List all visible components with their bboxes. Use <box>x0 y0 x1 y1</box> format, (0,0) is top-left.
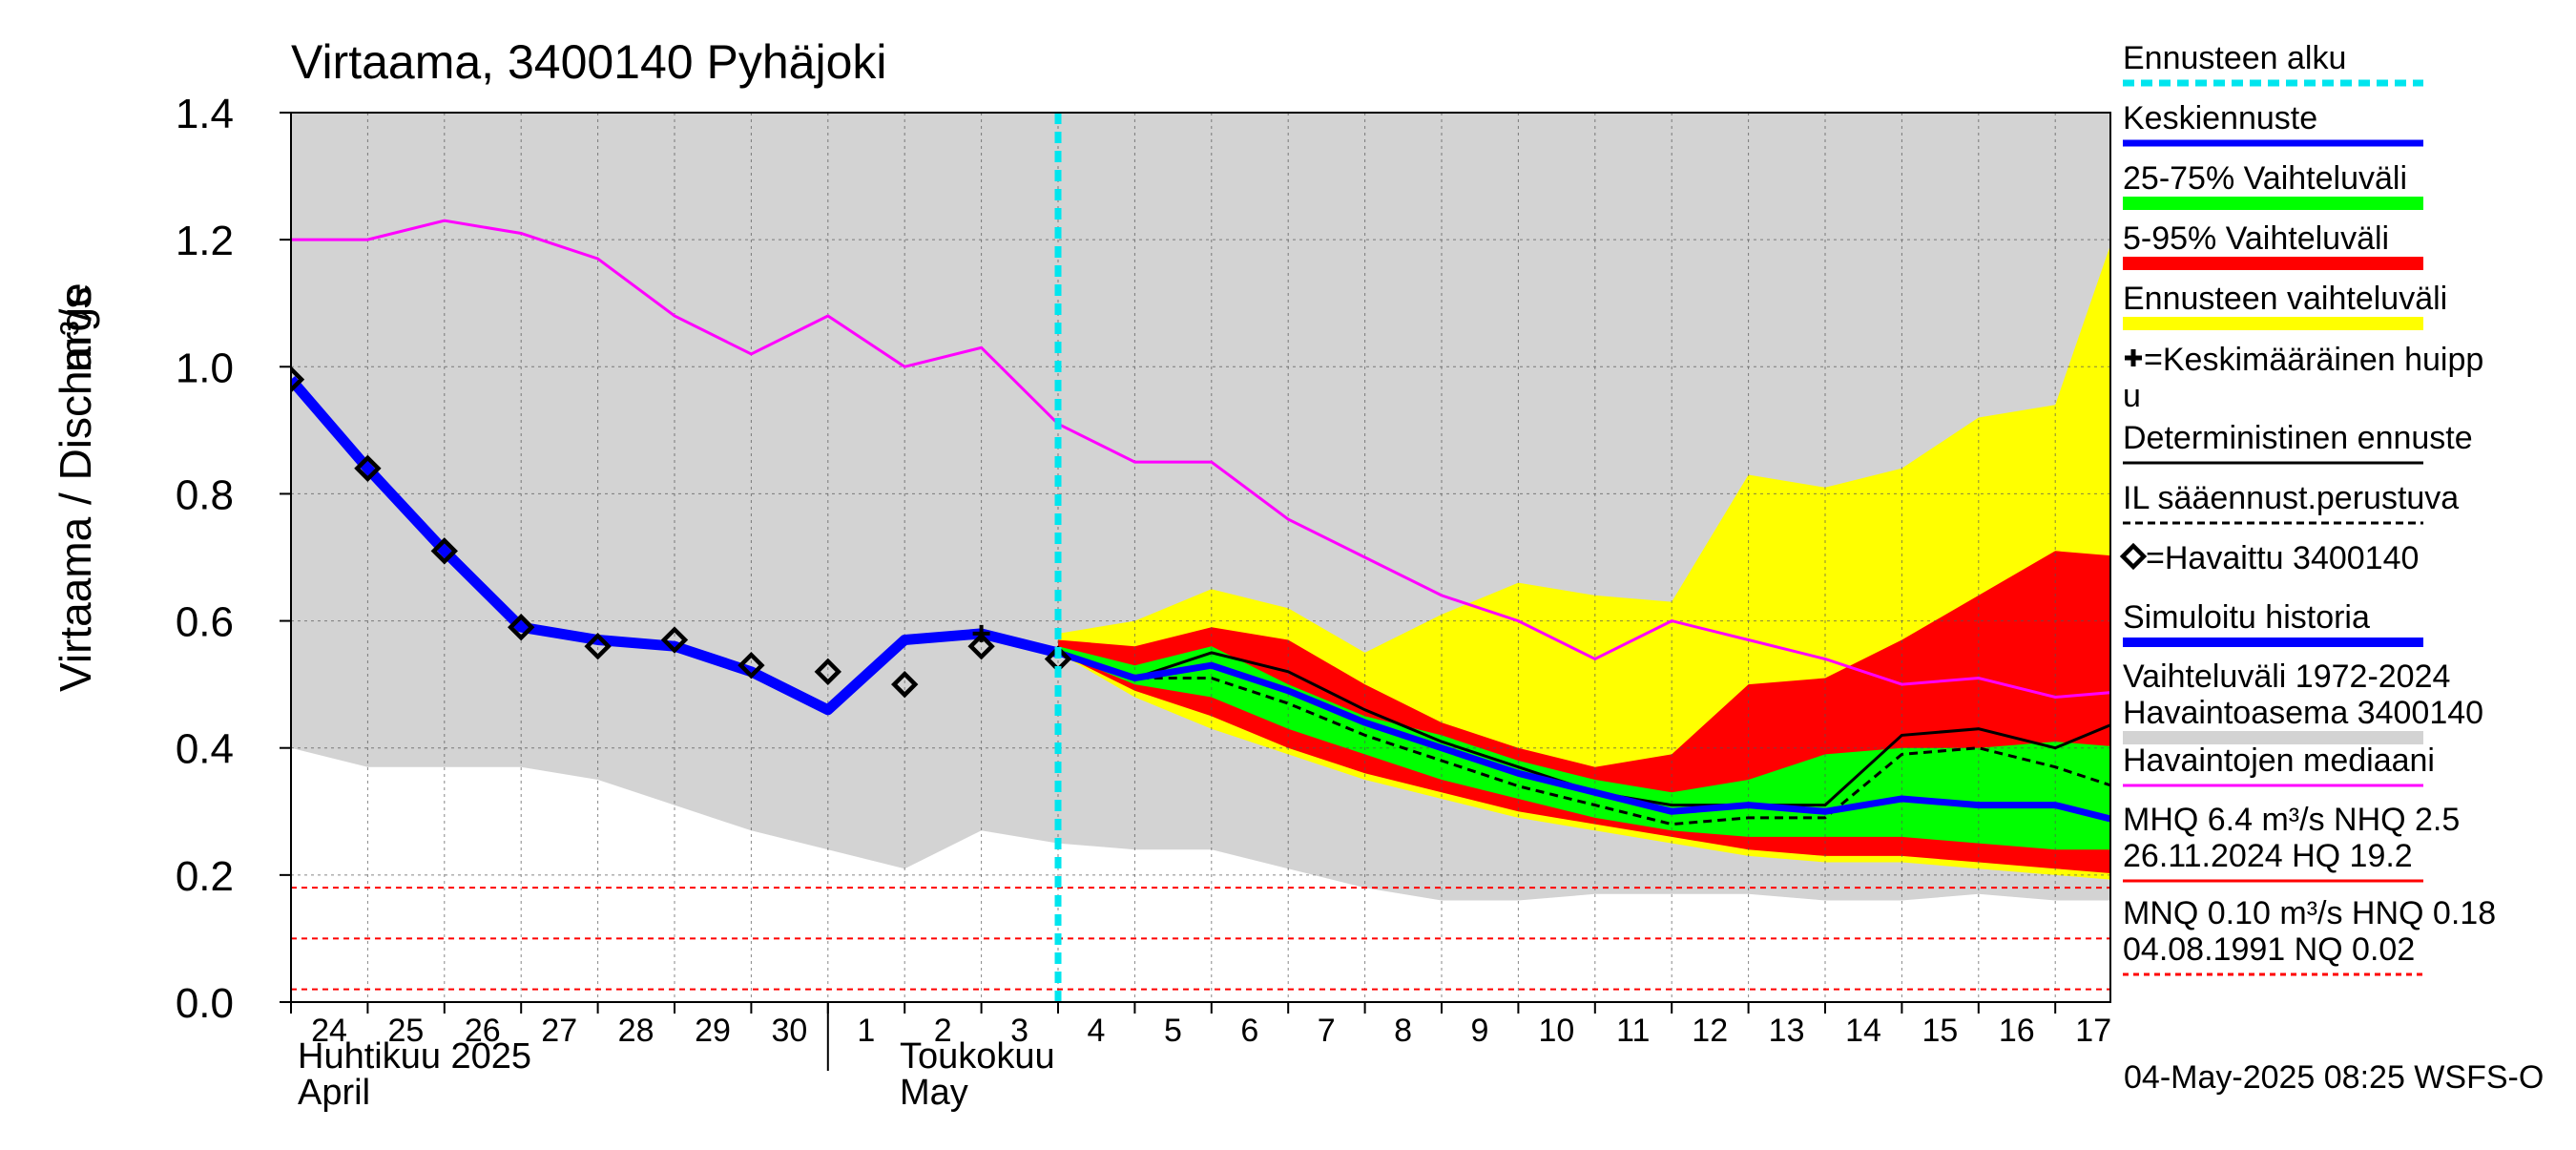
y-tick-label: 1.4 <box>176 91 234 137</box>
x-tick-label: 24 <box>311 1013 347 1049</box>
month-label-en: April <box>298 1073 370 1113</box>
legend-item: MHQ 6.4 m³/s NHQ 2.526.11.2024 HQ 19.2 <box>2123 802 2460 883</box>
x-tick-label: 17 <box>2075 1013 2111 1049</box>
legend-item: Keskiennuste <box>2123 100 2423 147</box>
x-tick-label: 10 <box>1538 1013 1574 1049</box>
plot-series <box>291 113 2110 1002</box>
y-tick-label: 1.0 <box>176 345 234 391</box>
legend-label: MNQ 0.10 m³/s HNQ 0.18 <box>2123 895 2496 931</box>
y-tick-label: 0.6 <box>176 599 234 646</box>
legend-label-line2: u <box>2123 378 2141 414</box>
x-tick-label: 12 <box>1692 1013 1728 1049</box>
legend-item: 25-75% Vaihteluväli <box>2123 160 2423 210</box>
x-tick-label: 25 <box>387 1013 424 1049</box>
observed-point <box>354 454 382 482</box>
legend-label-line2: 26.11.2024 HQ 19.2 <box>2123 838 2413 874</box>
y-tick-label: 0.4 <box>176 726 234 773</box>
legend-item: Simuloitu historia <box>2123 599 2423 647</box>
legend-label: 25-75% Vaihteluväli <box>2123 160 2407 197</box>
legend-label: Keskiennuste <box>2123 100 2317 136</box>
observed-point <box>291 366 305 393</box>
observed-point <box>584 633 612 660</box>
plot-frame <box>290 112 2111 1003</box>
x-tick-label: 14 <box>1845 1013 1881 1049</box>
x-tick-label: 27 <box>541 1013 577 1049</box>
legend-label: Ennusteen vaihteluväli <box>2123 281 2447 317</box>
legend-label: Vaihteluväli 1972-2024 <box>2123 659 2450 695</box>
x-tick-label: 9 <box>1471 1013 1489 1049</box>
y-tick-label: 0.0 <box>176 980 234 1027</box>
timestamp-footer: 04-May-2025 08:25 WSFS-O <box>2124 1059 2544 1096</box>
legend-label: Ennusteen alku <box>2123 40 2346 76</box>
legend-label: MHQ 6.4 m³/s NHQ 2.5 <box>2123 802 2460 838</box>
x-tick-label: 7 <box>1318 1013 1336 1049</box>
legend-item: =Havaittu 3400140 <box>2119 540 2419 576</box>
legend-item: Deterministinen ennuste <box>2123 420 2473 465</box>
month-label-en: May <box>900 1073 968 1113</box>
legend-cross-icon <box>2125 349 2142 366</box>
legend-label-line2: Havaintoasema 3400140 <box>2123 695 2483 731</box>
chart-title: Virtaama, 3400140 Pyhäjoki <box>291 35 887 89</box>
x-tick-label: 30 <box>771 1013 807 1049</box>
x-tick-label: 26 <box>465 1013 501 1049</box>
legend-label: Havaintojen mediaani <box>2123 742 2435 779</box>
mean-forecast-line <box>1056 649 2110 823</box>
legend-label: =Havaittu 3400140 <box>2146 540 2419 576</box>
legend-item: Vaihteluväli 1972-2024 Havaintoasema 340… <box>2123 659 2483 744</box>
plot-area: 0.00.20.40.60.81.01.21.424 25 26 27 28 29 30 1 2… <box>176 91 2111 1113</box>
observed-point <box>967 633 995 660</box>
x-tick-label: 15 <box>1922 1013 1958 1049</box>
legend-label-line2: 04.08.1991 NQ 0.02 <box>2123 931 2415 968</box>
legend-item: Havaintojen mediaani <box>2123 742 2435 787</box>
legend: Ennusteen alku Keskiennuste 25-75% Vaihtel… <box>2119 40 2496 976</box>
y-tick-label: 1.2 <box>176 218 234 264</box>
simulated-history-line <box>291 376 1060 716</box>
observed-point <box>891 670 919 699</box>
month-label-fi: Huhtikuu 2025 <box>298 1036 531 1077</box>
x-tick-label: 3 <box>1010 1013 1028 1049</box>
legend-item: Ennusteen alku <box>2123 40 2423 87</box>
legend-label: Simuloitu historia <box>2123 599 2370 636</box>
observed-point <box>814 658 841 686</box>
x-tick-label: 2 <box>934 1013 952 1049</box>
x-tick-label: 1 <box>857 1013 875 1049</box>
observed-point <box>660 626 689 654</box>
observed-point <box>430 537 458 565</box>
x-tick-label: 5 <box>1164 1013 1182 1049</box>
x-tick-label: 6 <box>1240 1013 1258 1049</box>
legend-label: 5-95% Vaihteluväli <box>2123 220 2389 257</box>
legend-item: IL sääennust.perustuva <box>2123 480 2459 525</box>
observed-point <box>737 651 765 680</box>
x-tick-label: 11 <box>1616 1013 1650 1049</box>
median-line <box>291 219 2110 700</box>
y-tick-label: 0.8 <box>176 471 234 518</box>
il-forecast-line <box>1057 651 2110 826</box>
legend-label: Deterministinen ennuste <box>2123 420 2473 456</box>
x-tick-label: 4 <box>1088 1013 1106 1049</box>
observed-point <box>508 614 535 641</box>
legend-label: IL sääennust.perustuva <box>2123 480 2459 516</box>
legend-item: Ennusteen vaihteluväli <box>2123 281 2447 330</box>
month-label-fi: Toukokuu <box>900 1036 1055 1077</box>
y-axis-label: Virtaama / Discharge <box>51 282 100 692</box>
y-tick-label: 0.2 <box>176 853 234 900</box>
x-tick-label: 8 <box>1394 1013 1412 1049</box>
x-tick-label: 28 <box>618 1013 654 1049</box>
x-tick-label: 16 <box>1999 1013 2035 1049</box>
legend-label: =Keskimääräinen huipp <box>2144 342 2483 378</box>
x-tick-label: 29 <box>695 1013 731 1049</box>
legend-item: 5-95% Vaihteluväli <box>2123 220 2423 270</box>
y-axis-unit: m³/s <box>51 287 100 372</box>
legend-diamond-icon <box>2119 542 2148 571</box>
x-tick-label: 13 <box>1769 1013 1805 1049</box>
